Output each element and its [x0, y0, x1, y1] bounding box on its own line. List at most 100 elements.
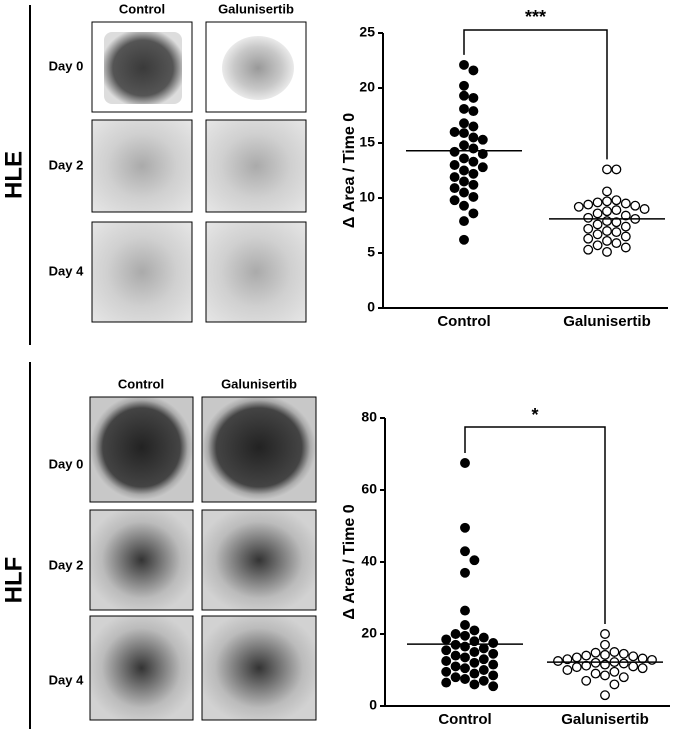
data-point — [609, 647, 620, 657]
y-tick-label: 15 — [359, 134, 375, 150]
data-point — [583, 199, 594, 210]
data-point — [600, 629, 610, 639]
data-point — [450, 650, 461, 661]
micrograph — [91, 221, 193, 323]
data-point — [600, 649, 610, 660]
x-tick-label: Control — [438, 711, 491, 728]
data-point — [611, 227, 622, 238]
data-point — [618, 658, 629, 669]
data-point — [460, 663, 470, 674]
data-point — [469, 625, 480, 636]
data-point — [592, 197, 603, 208]
data-point — [592, 229, 603, 240]
data-point — [459, 216, 469, 227]
y-tick-label: 25 — [359, 24, 375, 40]
y-tick-label: 0 — [369, 697, 377, 713]
data-point — [441, 645, 452, 656]
data-point — [459, 153, 469, 164]
data-point — [602, 164, 612, 175]
y-tick-label: 40 — [361, 553, 377, 569]
data-point — [581, 675, 592, 686]
data-point — [450, 629, 461, 639]
data-point — [468, 132, 479, 143]
spheroid — [222, 36, 294, 100]
data-point — [602, 196, 612, 207]
data-point — [441, 677, 452, 688]
data-point — [478, 643, 489, 654]
y-tick-label: 80 — [361, 409, 377, 425]
data-point — [602, 226, 612, 236]
data-point — [460, 522, 470, 533]
data-point — [460, 674, 470, 684]
data-point — [583, 233, 594, 244]
data-point — [468, 179, 479, 190]
data-point — [450, 672, 461, 683]
x-tick-label: Galunisertib — [561, 711, 649, 728]
data-point — [478, 665, 489, 675]
data-point — [459, 234, 469, 245]
data-point — [602, 235, 612, 246]
data-point — [449, 146, 460, 157]
y-tick-label: 20 — [361, 625, 377, 641]
x-tick-label: Galunisertib — [563, 313, 651, 330]
micrograph — [205, 221, 307, 323]
data-point — [592, 208, 603, 219]
data-point — [637, 663, 648, 674]
data-point — [592, 240, 603, 251]
y-tick-label: 20 — [359, 79, 375, 95]
data-point — [602, 186, 612, 197]
data-point — [459, 59, 469, 70]
x-tick-label: Control — [437, 313, 490, 330]
data-point — [620, 231, 631, 242]
data-point — [468, 121, 479, 132]
data-point — [488, 681, 499, 692]
y-tick-label: 5 — [367, 244, 375, 260]
data-point — [602, 206, 612, 217]
data-point — [647, 654, 657, 665]
data-point — [553, 656, 563, 666]
data-point — [478, 675, 489, 686]
data-point — [477, 134, 488, 145]
column-label: Control — [118, 376, 164, 391]
data-point — [620, 198, 631, 209]
data-point — [468, 168, 479, 179]
micrograph — [201, 509, 317, 611]
data-point — [628, 661, 639, 672]
data-point — [571, 662, 582, 673]
data-point — [611, 164, 622, 175]
data-point — [460, 605, 470, 616]
row-label: Day 0 — [49, 456, 84, 471]
data-point — [488, 648, 499, 659]
data-point — [620, 242, 631, 253]
row-label: Day 4 — [49, 263, 84, 278]
y-tick-label: 60 — [361, 481, 377, 497]
data-point — [469, 668, 480, 679]
data-point — [611, 195, 622, 206]
row-label: Day 0 — [49, 58, 84, 73]
data-point — [459, 165, 469, 176]
data-point — [449, 160, 460, 170]
data-point — [609, 666, 620, 677]
significance-label: * — [531, 405, 538, 425]
data-point — [602, 216, 612, 227]
data-point — [460, 620, 470, 630]
significance-label: *** — [525, 7, 546, 27]
data-point — [468, 156, 479, 167]
data-point — [600, 670, 610, 681]
micrograph — [205, 119, 307, 213]
image-grid — [89, 396, 317, 721]
row-label: Day 4 — [49, 672, 84, 687]
micrograph — [201, 396, 317, 503]
data-point — [630, 200, 641, 211]
data-point — [469, 647, 480, 657]
data-point — [459, 118, 469, 129]
data-point — [468, 191, 479, 202]
data-point — [590, 668, 601, 679]
cell-line-label: HLE — [0, 151, 27, 199]
data-point — [590, 647, 601, 658]
data-point — [459, 140, 469, 151]
data-point — [449, 172, 460, 183]
data-point — [449, 183, 460, 194]
data-point — [600, 690, 610, 701]
